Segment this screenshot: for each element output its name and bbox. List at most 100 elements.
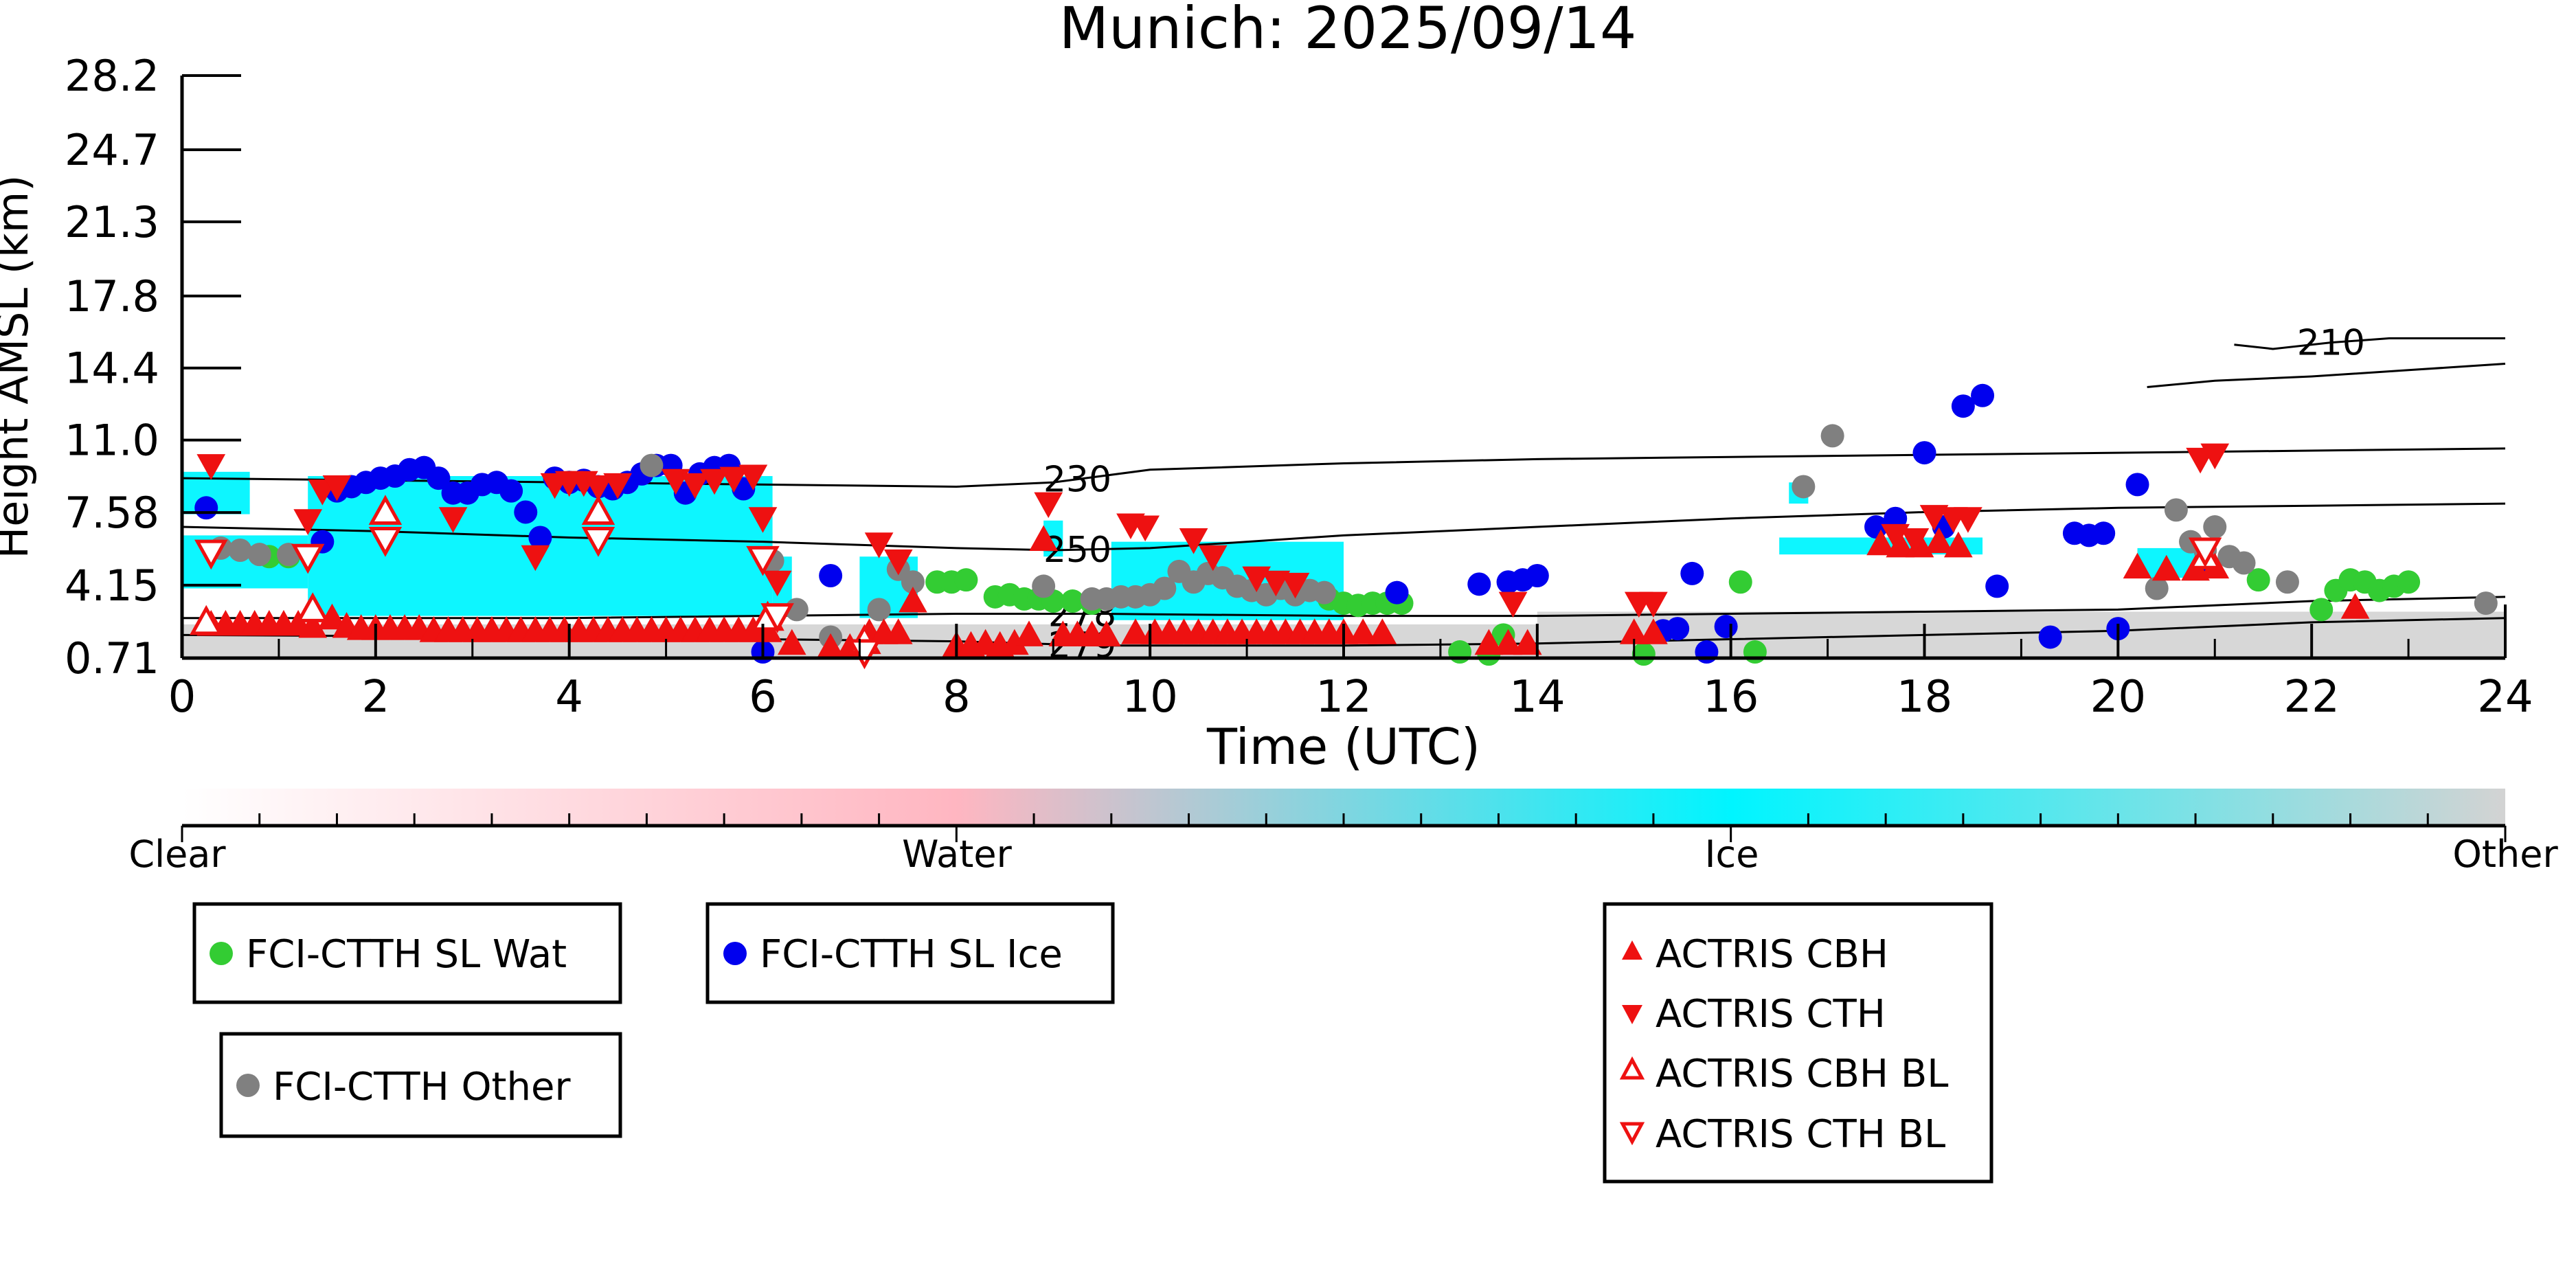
- point-fci-ctth-other: [2203, 515, 2227, 539]
- point-fci-ctth-sl-wat: [954, 568, 978, 592]
- point-actris-cth: [1261, 570, 1291, 597]
- point-actris-cbh: [1924, 527, 1954, 554]
- point-actris-cth: [1498, 591, 1528, 618]
- x-tick-label: 6: [749, 672, 777, 723]
- point-fci-ctth-sl-ice: [1985, 574, 2009, 598]
- x-tick-label: 16: [1703, 672, 1759, 723]
- point-fci-ctth-other: [228, 538, 252, 562]
- point-actris-cbh-bl: [295, 592, 330, 622]
- point-actris-cbh: [298, 612, 328, 638]
- y-tick-label: 24.7: [65, 125, 159, 175]
- point-actris-cbh: [899, 586, 927, 613]
- legend-box-actris: ACTRIS CBH ACTRIS CTH ACTRIS CBH BL ACTR…: [1603, 902, 1993, 1184]
- legend-marker-cth-bl: [1619, 1122, 1645, 1146]
- point-fci-ctth-other: [1312, 580, 1336, 605]
- legend-marker-cbh-bl: [1619, 1056, 1645, 1080]
- point-actris-cth: [1131, 515, 1160, 542]
- point-actris-cth: [196, 454, 226, 480]
- point-actris-cbh: [1639, 618, 1668, 644]
- point-actris-cth: [762, 570, 792, 597]
- x-tick-label: 14: [1509, 672, 1565, 723]
- x-tick-label: 8: [942, 672, 971, 723]
- legend-box-other: FCI-CTTH Other: [219, 1032, 622, 1138]
- point-fci-ctth-other: [2145, 576, 2169, 600]
- colorbar-label-water: Water: [902, 833, 1012, 876]
- point-actris-cth: [584, 475, 613, 501]
- point-fci-ctth-sl-ice: [1525, 564, 1549, 588]
- point-fci-ctth-other: [1032, 574, 1056, 598]
- point-actris-cth-bl: [2188, 537, 2222, 568]
- x-tick-label: 22: [2283, 672, 2339, 723]
- point-fci-ctth-other: [247, 543, 271, 567]
- point-actris-cth: [293, 509, 323, 535]
- legend-marker-cth: [1622, 1005, 1642, 1024]
- point-fci-ctth-other: [2474, 591, 2498, 615]
- colorbar-label-clear: Clear: [128, 833, 226, 876]
- y-tick-label: 14.4: [65, 343, 159, 394]
- legend-marker-wat: [210, 942, 233, 965]
- point-actris-cth-bl: [746, 545, 780, 576]
- point-actris-cth-bl: [760, 603, 794, 633]
- point-actris-cbh: [2151, 554, 2181, 581]
- point-actris-cbh-bl: [189, 605, 223, 635]
- legend-label-cbh: ACTRIS CBH: [1656, 932, 1888, 977]
- point-fci-ctth-sl-wat: [2246, 568, 2270, 592]
- point-fci-ctth-sl-ice: [2125, 473, 2149, 497]
- point-fci-ctth-sl-wat: [1448, 640, 1472, 664]
- point-fci-ctth-other: [2275, 570, 2299, 594]
- point-actris-cth-bl: [291, 543, 325, 574]
- point-actris-cbh: [1866, 529, 1895, 556]
- point-actris-cth: [603, 473, 632, 499]
- x-axis-label: Time (UTC): [1206, 718, 1480, 776]
- point-actris-cth: [1280, 572, 1310, 599]
- x-tick-label: 0: [168, 672, 196, 723]
- legend-marker-ice: [723, 942, 747, 965]
- class-region-other: [1537, 611, 2505, 624]
- point-fci-ctth-other: [867, 598, 891, 622]
- chart-title: Munich: 2025/09/14: [1059, 0, 1637, 62]
- point-fci-ctth-sl-ice: [1912, 441, 1936, 465]
- point-actris-cbh: [1943, 531, 1973, 558]
- point-fci-ctth-sl-wat: [1728, 570, 1752, 594]
- point-fci-ctth-sl-ice: [1680, 561, 1704, 585]
- point-actris-cth: [700, 468, 729, 495]
- point-fci-ctth-sl-ice: [1971, 383, 1995, 407]
- point-actris-cth: [1034, 492, 1063, 519]
- point-fci-ctth-sl-wat: [2309, 598, 2334, 622]
- point-fci-ctth-sl-ice: [1695, 640, 1719, 664]
- point-actris-cth: [1919, 505, 1949, 531]
- plot-area: 210230250278279: [180, 76, 2507, 670]
- point-fci-ctth-sl-ice: [514, 500, 538, 524]
- point-fci-ctth-sl-ice: [499, 479, 523, 503]
- point-actris-cth: [738, 464, 768, 491]
- point-fci-ctth-sl-wat: [1061, 589, 1085, 613]
- point-actris-cth-bl: [581, 527, 615, 557]
- point-actris-cbh: [2340, 593, 2370, 619]
- point-actris-cth: [1198, 545, 1228, 572]
- point-actris-cbh: [883, 618, 913, 644]
- contour-278: [182, 596, 2506, 620]
- legend-marker-other: [236, 1074, 260, 1097]
- contour-210: [2147, 363, 2506, 388]
- legend-label-wat: FCI-CTTH SL Wat: [246, 932, 567, 977]
- point-actris-cth-bl: [848, 639, 881, 670]
- point-actris-cth: [719, 466, 749, 493]
- legend-label-cth-bl: ACTRIS CTH BL: [1656, 1112, 1945, 1157]
- x-tick-label: 20: [2090, 672, 2146, 723]
- point-actris-cth: [883, 549, 913, 576]
- point-actris-cbh-bl: [581, 495, 615, 525]
- y-axis-label: Height AMSL (km): [0, 175, 38, 559]
- point-actris-cth: [864, 532, 894, 558]
- point-fci-ctth-sl-ice: [1666, 617, 1690, 641]
- point-fci-ctth-sl-ice: [1385, 580, 1409, 605]
- x-tick-label: 4: [555, 672, 583, 723]
- point-fci-ctth-sl-ice: [1951, 394, 1975, 418]
- point-fci-ctth-sl-wat: [2397, 570, 2421, 594]
- y-axis-ticks: 0.71 4.15 7.58 11.0 14.4 17.8 21.3 24.7 28.2: [65, 51, 241, 683]
- point-actris-cbh: [1493, 629, 1523, 655]
- colorbar-ticks: [181, 813, 2507, 842]
- point-fci-ctth-other: [1153, 576, 1177, 600]
- y-tick-label: 4.15: [65, 561, 159, 611]
- point-actris-cbh-bl: [368, 495, 403, 525]
